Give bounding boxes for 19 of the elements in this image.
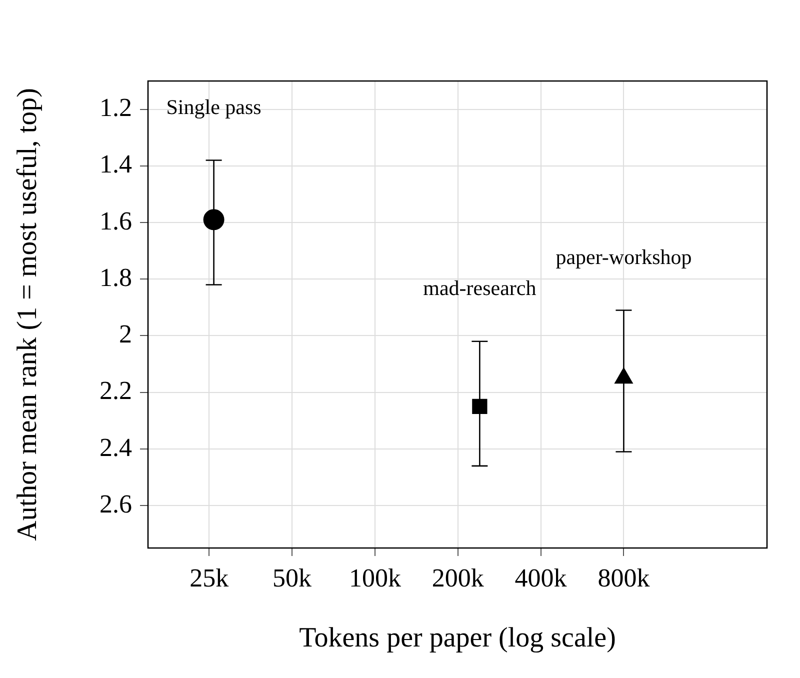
y-tick-label: 1.8 bbox=[100, 262, 132, 292]
y-tick-label: 2.6 bbox=[100, 489, 132, 518]
x-axis-title: Tokens per paper (log scale) bbox=[299, 622, 616, 654]
y-tick-label: 2.2 bbox=[100, 376, 132, 406]
y-tick-label: 1.6 bbox=[100, 206, 132, 236]
x-tick-label: 100k bbox=[348, 563, 401, 592]
annotation: mad-research bbox=[423, 276, 537, 300]
y-tick-label: 2.4 bbox=[100, 432, 132, 462]
y-axis-title: Author mean rank (1 = most useful, top) bbox=[12, 88, 44, 541]
x-tick-label: 800k bbox=[598, 563, 650, 592]
y-tick-label: 2 bbox=[119, 320, 132, 349]
annotation: paper-workshop bbox=[556, 244, 692, 269]
x-tick-label: 200k bbox=[432, 563, 484, 592]
y-tick-label: 1.4 bbox=[100, 150, 132, 179]
y-tick-label: 1.2 bbox=[100, 93, 132, 122]
x-tick-label: 25k bbox=[190, 563, 229, 592]
x-tick-label: 50k bbox=[272, 563, 312, 592]
x-tick-label: 400k bbox=[514, 563, 567, 592]
annotation: Single pass bbox=[166, 94, 262, 119]
